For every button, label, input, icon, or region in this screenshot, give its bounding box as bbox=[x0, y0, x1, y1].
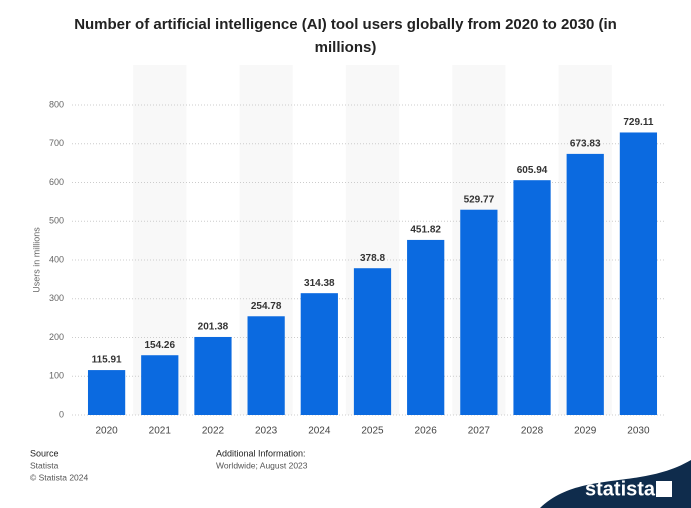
y-axis-title: Users in millions bbox=[31, 227, 41, 293]
value-label: 451.82 bbox=[410, 225, 441, 236]
logo-band bbox=[540, 460, 691, 508]
value-label: 254.78 bbox=[251, 301, 282, 312]
value-label: 729.11 bbox=[623, 117, 653, 128]
copyright: © Statista 2024 bbox=[30, 472, 89, 482]
y-tick-label: 400 bbox=[49, 254, 64, 264]
value-label: 529.77 bbox=[464, 194, 495, 205]
chart-title: Number of artificial intelligence (AI) t… bbox=[74, 16, 617, 56]
value-label: 673.83 bbox=[570, 139, 601, 150]
bar bbox=[194, 336, 232, 415]
x-tick-label: 2028 bbox=[521, 426, 544, 437]
source-title: Source bbox=[30, 448, 59, 458]
bar bbox=[460, 209, 498, 415]
bar bbox=[247, 316, 285, 415]
value-label: 314.38 bbox=[304, 278, 335, 289]
x-tick-label: 2025 bbox=[361, 426, 384, 437]
bar bbox=[141, 355, 179, 415]
value-label: 154.26 bbox=[144, 340, 175, 351]
y-tick-label: 300 bbox=[49, 293, 64, 303]
info: Worldwide; August 2023 bbox=[216, 460, 308, 470]
bar bbox=[407, 239, 445, 415]
source: Statista bbox=[30, 460, 59, 470]
y-tick-label: 500 bbox=[49, 216, 64, 226]
y-tick-label: 700 bbox=[49, 138, 64, 148]
y-tick-label: 600 bbox=[49, 177, 64, 187]
logo: statista bbox=[585, 478, 656, 500]
bar bbox=[513, 180, 551, 415]
bar bbox=[300, 293, 338, 415]
bar bbox=[566, 153, 604, 415]
x-tick-label: 2021 bbox=[149, 426, 172, 437]
info-title: Additional Information: bbox=[216, 448, 306, 458]
y-tick-label: 800 bbox=[49, 99, 64, 109]
value-label: 378.8 bbox=[360, 253, 385, 264]
bar bbox=[619, 132, 658, 415]
y-tick-label: 0 bbox=[59, 409, 64, 419]
bar bbox=[87, 370, 126, 415]
x-tick-label: 2027 bbox=[468, 426, 491, 437]
y-tick-label: 200 bbox=[49, 332, 64, 342]
x-tick-label: 2022 bbox=[202, 426, 225, 437]
y-tick-label: 100 bbox=[49, 371, 64, 381]
bar bbox=[353, 268, 392, 415]
x-tick-label: 2020 bbox=[95, 426, 118, 437]
x-tick-label: 2030 bbox=[627, 426, 650, 437]
x-tick-label: 2024 bbox=[308, 426, 331, 437]
value-label: 201.38 bbox=[198, 322, 229, 333]
logo-icon bbox=[656, 481, 672, 497]
x-tick-label: 2029 bbox=[574, 426, 597, 437]
x-tick-label: 2026 bbox=[415, 426, 438, 437]
value-label: 605.94 bbox=[517, 165, 548, 176]
x-tick-label: 2023 bbox=[255, 426, 278, 437]
value-label: 115.91 bbox=[92, 355, 122, 366]
